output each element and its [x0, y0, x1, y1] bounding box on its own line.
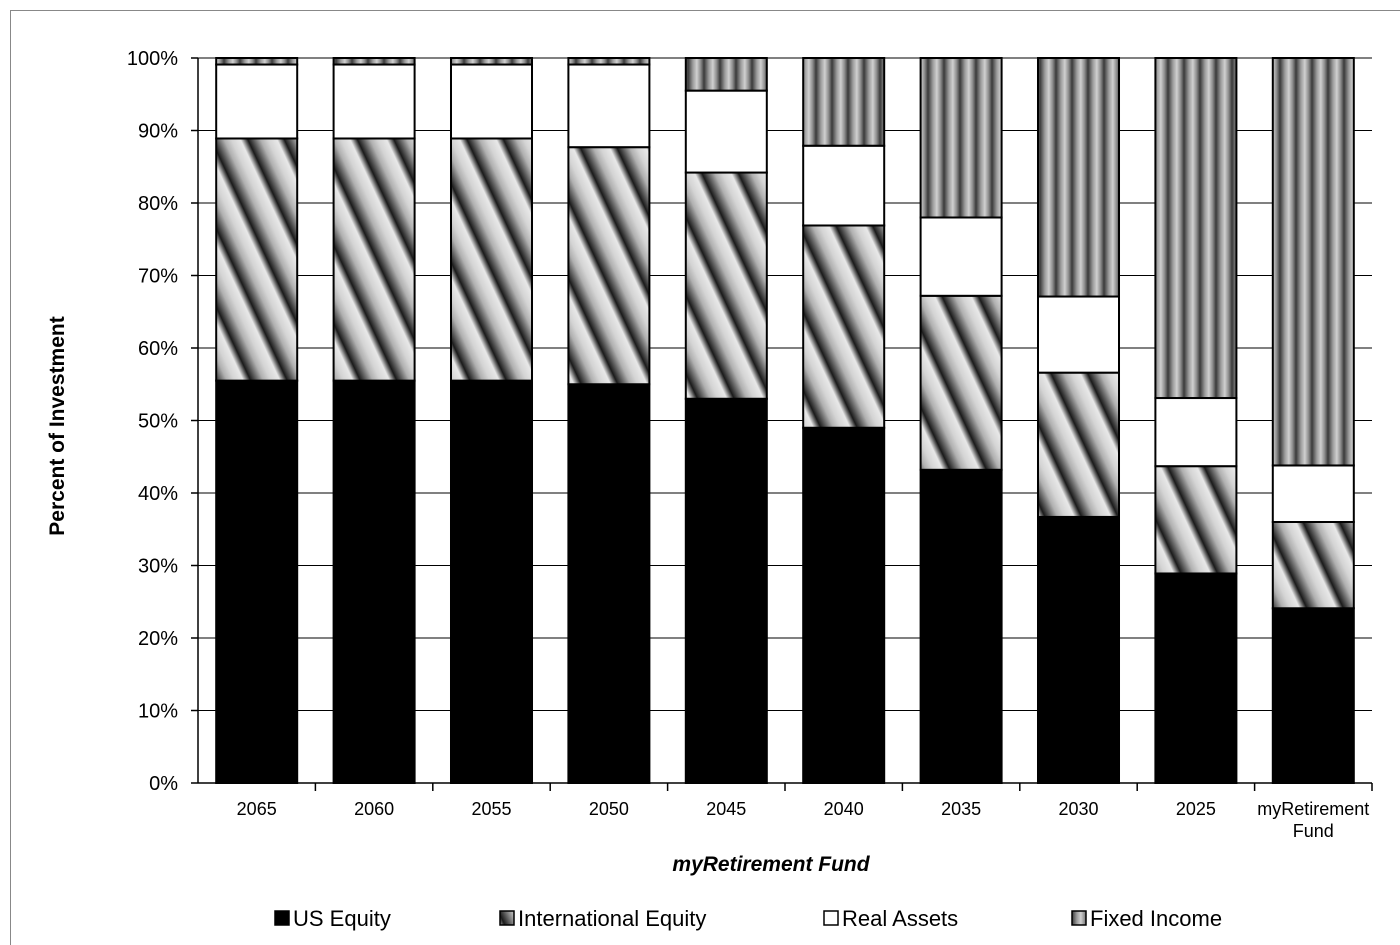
y-tick-label: 10% [138, 701, 178, 723]
bar-segment-international-equity [1154, 465, 1238, 575]
bar-segment-international-equity [684, 171, 768, 400]
bar-segment-us-equity [802, 426, 886, 784]
legend-label: Fixed Income [1090, 906, 1222, 931]
y-tick-label: 0% [149, 773, 178, 795]
x-tick-label: 2050 [589, 799, 629, 819]
bar-segment-real-assets [802, 144, 886, 227]
bar-segment-fixed-income [449, 57, 534, 66]
bar-segment-fixed-income [919, 57, 1003, 219]
y-tick-label: 70% [138, 266, 178, 288]
bar-segment-real-assets [919, 216, 1003, 297]
bar-segment-international-equity [802, 224, 886, 429]
y-tick-label: 50% [138, 411, 178, 433]
bar-segment-international-equity [919, 294, 1003, 471]
x-axis-title: myRetirement Fund [672, 853, 870, 876]
y-tick-label: 20% [138, 628, 178, 650]
x-tick-label: 2035 [941, 799, 981, 819]
bar-segment-us-equity [684, 397, 768, 784]
bar-segment-real-assets [332, 63, 416, 140]
bar-segment-fixed-income [332, 57, 416, 66]
bar-segment-us-equity [449, 379, 534, 784]
y-tick-labels: 0% 10% 20% 30% 40% 50% 60% 70% 80% 90% 100% [127, 48, 178, 795]
bar-segment-us-equity [1154, 572, 1238, 784]
x-tick-label: 2030 [1058, 799, 1098, 819]
legend-swatch [274, 910, 290, 926]
bar-segment-international-equity [567, 146, 651, 386]
bar-segment-us-equity [567, 383, 651, 784]
x-tick-label: 2060 [354, 799, 394, 819]
x-tick-label: myRetirement Fund [1257, 799, 1369, 841]
chart-frame [10, 10, 1400, 945]
bar-segment-fixed-income [215, 57, 299, 66]
y-tick-label: 40% [138, 483, 178, 505]
bar-segment-fixed-income [684, 57, 768, 92]
y-tick-label: 30% [138, 556, 178, 578]
bar-segment-us-equity [919, 468, 1003, 784]
bar-segment-us-equity [332, 379, 416, 784]
bar-segment-us-equity [1271, 607, 1355, 785]
legend-swatch [1071, 910, 1087, 926]
bar-segment-us-equity [1036, 515, 1121, 784]
x-tick-label: 2055 [471, 799, 511, 819]
x-tick-label: 2025 [1176, 799, 1216, 819]
legend-label: Real Assets [842, 906, 958, 931]
bar-segment-real-assets [1154, 397, 1238, 468]
bar-segment-fixed-income [567, 57, 651, 66]
legend-swatch [823, 910, 839, 926]
bar-segment-real-assets [215, 63, 299, 140]
legend-label: International Equity [518, 906, 706, 931]
y-axis-title: Percent of Investment [46, 316, 69, 535]
bar-segment-real-assets [1271, 464, 1355, 524]
legend-swatch [499, 910, 515, 926]
bar-segment-international-equity [449, 137, 534, 382]
bar-segment-fixed-income [802, 57, 886, 147]
bar-segment-international-equity [1036, 371, 1121, 518]
x-tick-labels: 2065 2060 2055 2050 2045 2040 2035 2030 2025 myRe… [237, 783, 1373, 841]
bar-segment-real-assets [567, 63, 651, 149]
legend: US Equity International Equity Real Assets… [274, 906, 1222, 931]
y-tick-label: 100% [127, 48, 178, 70]
legend-label: US Equity [293, 906, 391, 931]
bar-segment-us-equity [215, 379, 299, 784]
bars [215, 57, 1355, 785]
bar-segment-fixed-income [1154, 57, 1238, 400]
bar-segment-international-equity [332, 137, 416, 382]
x-tick-label: 2045 [706, 799, 746, 819]
bar-segment-real-assets [684, 89, 768, 174]
bar-segment-real-assets [449, 63, 534, 140]
bar-segment-real-assets [1036, 295, 1121, 374]
bar-segment-fixed-income [1036, 57, 1121, 298]
bar-segment-international-equity [215, 137, 299, 382]
y-tick-label: 60% [138, 338, 178, 360]
bar-segment-fixed-income [1271, 57, 1355, 467]
bar-segment-international-equity [1271, 521, 1355, 610]
x-tick-label: 2040 [824, 799, 864, 819]
y-tick-label: 80% [138, 193, 178, 215]
x-tick-label: 2065 [237, 799, 277, 819]
y-tick-label: 90% [138, 121, 178, 143]
